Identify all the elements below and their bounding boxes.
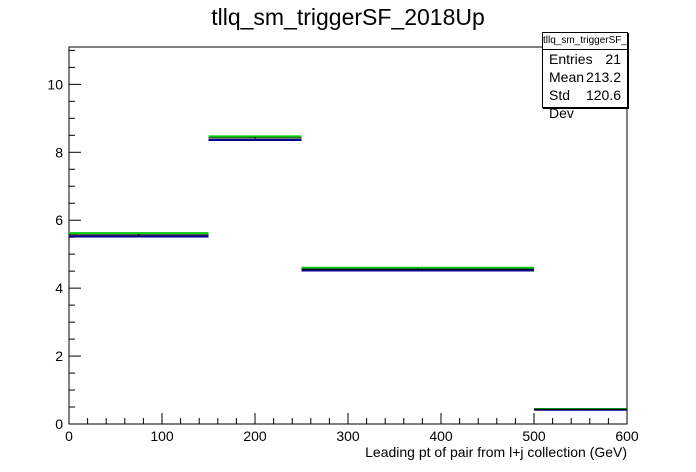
- stats-row-mean: Mean 213.2: [543, 68, 627, 86]
- stats-box-title: tllq_sm_triggerSF_2018Up: [543, 33, 627, 50]
- stats-label-entries: Entries: [549, 51, 593, 67]
- y-tick-label: 10: [47, 76, 63, 92]
- y-tick-label: 4: [55, 280, 63, 296]
- stats-row-entries: Entries 21: [543, 50, 627, 68]
- stats-box: tllq_sm_triggerSF_2018Up Entries 21 Mean…: [542, 32, 628, 121]
- stats-value-entries: 21: [605, 51, 621, 67]
- x-tick-label: 300: [336, 428, 360, 444]
- y-tick-label: 8: [55, 144, 63, 160]
- stats-row-stddev: Std Dev 120.6: [543, 86, 627, 122]
- x-tick-label: 500: [522, 428, 546, 444]
- x-tick-label: 100: [150, 428, 174, 444]
- x-tick-label: 400: [429, 428, 453, 444]
- x-tick-label: 200: [243, 428, 267, 444]
- x-axis-label: Leading pt of pair from l+j collection (…: [365, 444, 627, 460]
- x-tick-label: 600: [615, 428, 639, 444]
- stats-label-mean: Mean: [549, 69, 585, 85]
- stats-label-stddev: Std Dev: [549, 87, 574, 121]
- x-tick-label: 0: [65, 428, 73, 444]
- y-tick-label: 2: [55, 348, 63, 364]
- chart-title: tllq_sm_triggerSF_2018Up: [211, 4, 485, 30]
- stats-value-mean: 213.2: [585, 69, 621, 85]
- stats-value-stddev: 120.6: [585, 87, 621, 103]
- y-tick-label: 6: [55, 212, 63, 228]
- y-tick-label: 0: [55, 416, 63, 432]
